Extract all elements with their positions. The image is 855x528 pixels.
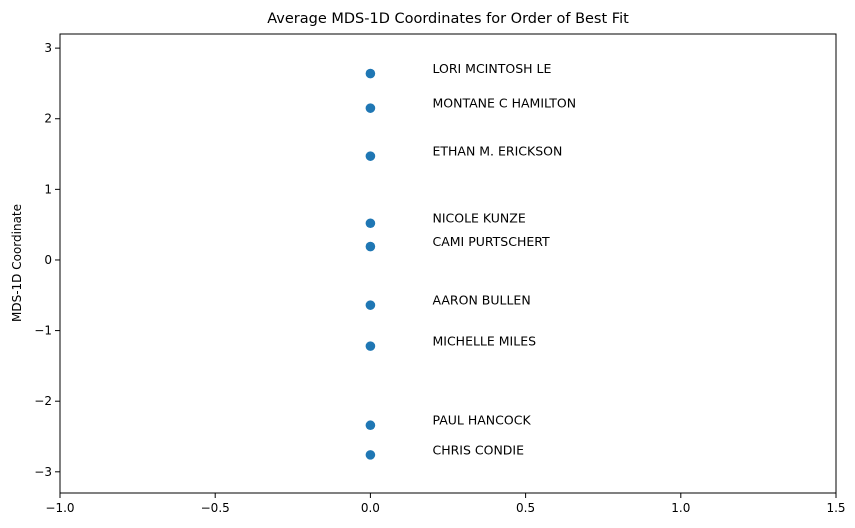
data-point (365, 103, 376, 113)
y-tick-label: −1 (34, 324, 52, 338)
y-tick-label: 3 (44, 41, 52, 55)
plot-frame (59, 33, 837, 494)
y-tick-label: 0 (44, 253, 52, 267)
x-tick-label: 0.5 (516, 501, 535, 515)
data-point (365, 218, 376, 229)
x-tick-label: 1.0 (671, 501, 690, 515)
point-label: LORI MCINTOSH LE (432, 61, 551, 76)
plot-area: −1.0 −0.5 0.0 0.5 1.0 1.5 −3 −2 −1 0 1 2 3 LORI MCINT… (34, 41, 845, 515)
data-point (365, 300, 376, 310)
x-tick-label: −0.5 (201, 501, 230, 515)
data-point (365, 450, 376, 460)
x-tick-label: 0.0 (361, 501, 380, 515)
point-label: CHRIS CONDIE (432, 442, 524, 457)
point-label: NICOLE KUNZE (432, 211, 525, 226)
point-label: MONTANE C HAMILTON (432, 96, 576, 111)
y-tick-label: 2 (44, 112, 52, 126)
data-point (365, 241, 376, 252)
data-point (365, 420, 376, 431)
data-point (365, 151, 376, 161)
x-tick-label: 1.5 (826, 501, 845, 515)
data-point (365, 68, 376, 79)
point-label: ETHAN M. ERICKSON (432, 144, 562, 159)
point-label: MICHELLE MILES (432, 334, 536, 349)
x-tick-label: −1.0 (45, 501, 74, 515)
y-tick-label: −2 (34, 394, 52, 408)
y-tick-label: 1 (44, 182, 52, 196)
y-axis-label: MDS-1D Coordinate (10, 204, 24, 322)
point-label: AARON BULLEN (432, 293, 530, 308)
y-tick-label: −3 (34, 465, 52, 479)
point-label: CAMI PURTSCHERT (432, 234, 550, 249)
data-point (365, 341, 376, 351)
point-label: PAUL HANCOCK (432, 413, 531, 428)
chart-title: Average MDS-1D Coordinates for Order of … (267, 11, 629, 27)
